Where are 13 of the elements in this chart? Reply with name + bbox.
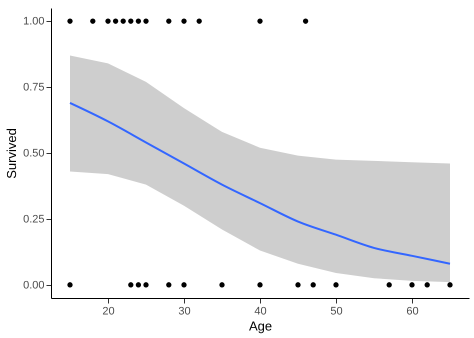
x-tick-label: 30 [178,306,191,318]
y-axis-title: Survived [4,128,20,179]
y-tick-label: 0.50 [23,148,44,160]
y-tick-label: 0.75 [23,82,44,94]
y-tick-label: 0.25 [23,213,44,226]
y-tick-label: 1.00 [23,16,44,28]
x-tick-label: 40 [254,306,267,318]
x-tick-label: 50 [330,306,343,318]
y-tick-label: 0.00 [23,279,44,292]
line-series [69,102,451,265]
x-axis-title: Age [248,318,272,334]
x-tick-label: 60 [406,306,419,318]
x-tick-label: 20 [102,306,115,318]
